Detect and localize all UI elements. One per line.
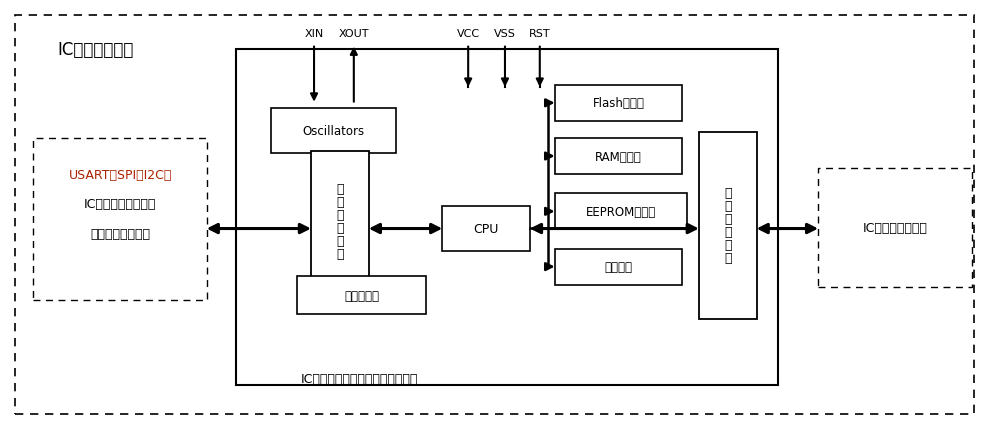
Bar — [555, 86, 682, 122]
Bar — [297, 276, 426, 315]
Text: CPU: CPU — [473, 222, 499, 235]
Bar — [442, 206, 530, 251]
Text: 第
二
数
据
接
口: 第 二 数 据 接 口 — [336, 182, 344, 260]
Bar — [271, 109, 396, 154]
Text: 第
一
数
据
接
口: 第 一 数 据 接 口 — [724, 187, 731, 264]
Text: Oscillators: Oscillators — [302, 125, 364, 138]
Bar — [236, 49, 778, 385]
Text: Flash存储器: Flash存储器 — [592, 97, 644, 110]
Text: VSS: VSS — [494, 29, 516, 39]
Text: RST: RST — [529, 29, 551, 39]
Bar — [818, 168, 972, 287]
Text: XIN: XIN — [304, 29, 324, 39]
Text: IC卡智能燃气表: IC卡智能燃气表 — [57, 40, 134, 58]
Bar — [311, 151, 369, 292]
Text: 加密模块: 加密模块 — [604, 261, 632, 273]
Text: IC卡智能燃气表信息安全管理模块: IC卡智能燃气表信息安全管理模块 — [301, 372, 418, 385]
Bar — [555, 194, 687, 230]
Bar — [555, 249, 682, 285]
Text: VCC: VCC — [457, 29, 480, 39]
Text: IC卡信息交换模块: IC卡信息交换模块 — [863, 221, 928, 234]
Text: 程序下载口: 程序下载口 — [344, 289, 379, 302]
Bar — [699, 132, 757, 319]
Bar — [555, 138, 682, 175]
Text: IC卡智能燃气表终端: IC卡智能燃气表终端 — [84, 198, 156, 211]
Bar — [33, 138, 207, 300]
Text: EEPROM存储器: EEPROM存储器 — [586, 206, 656, 218]
Text: XOUT: XOUT — [339, 29, 369, 39]
Text: RAM存储器: RAM存储器 — [595, 150, 642, 163]
Text: 主控制器通信接口: 主控制器通信接口 — [90, 227, 150, 241]
Text: USART、SPI、I2C等: USART、SPI、I2C等 — [68, 168, 172, 181]
